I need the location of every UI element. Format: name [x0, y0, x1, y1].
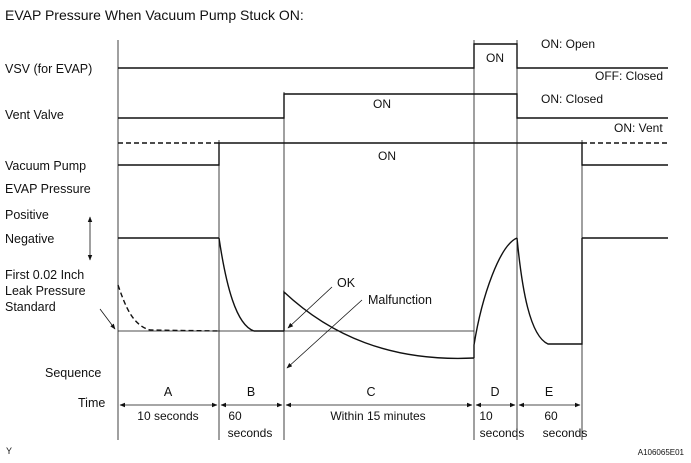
pump-on-label: ON	[378, 149, 396, 163]
vsv-label: VSV (for EVAP)	[5, 62, 92, 76]
vsv-signal	[118, 43, 668, 69]
leak-standard-label-line3: Standard	[5, 300, 56, 314]
leak-standard-label-line1: First 0.02 Inch	[5, 268, 84, 282]
footer-left-mark: Y	[6, 446, 12, 456]
time-e-line2: seconds	[543, 426, 588, 440]
vent-on-label: ON	[373, 97, 391, 111]
sequence-b: B	[247, 385, 255, 399]
sequence-d: D	[490, 385, 499, 399]
vsv-on-open-label: ON: Open	[541, 37, 595, 51]
time-label: Time	[78, 396, 105, 410]
vsv-off-closed-label: OFF: Closed	[595, 69, 663, 83]
phase-e-curve	[516, 237, 583, 345]
time-c: Within 15 minutes	[330, 409, 425, 423]
diagram-title: EVAP Pressure When Vacuum Pump Stuck ON:	[5, 7, 304, 23]
time-b-line2: seconds	[228, 426, 273, 440]
sequence-e: E	[545, 385, 553, 399]
leak-standard-pointer	[99, 308, 116, 330]
vent-valve-signal	[118, 93, 668, 119]
phase-d-curve	[473, 237, 518, 358]
malfunction-label: Malfunction	[368, 293, 432, 307]
time-d-line1: 10	[479, 409, 493, 423]
phase-c-curve	[283, 290, 475, 360]
vsv-on-label: ON	[486, 51, 504, 65]
time-d-line2: seconds	[480, 426, 525, 440]
time-b-line1: 60	[228, 409, 242, 423]
negative-label: Negative	[5, 232, 54, 246]
phase-b-curve	[218, 237, 284, 332]
vent-on-closed-label: ON: Closed	[541, 92, 603, 106]
evap-pressure-label: EVAP Pressure	[5, 182, 91, 196]
vacuum-pump-signal	[118, 142, 668, 166]
ok-label: OK	[337, 276, 356, 290]
sequence-c: C	[366, 385, 375, 399]
ok-pointer	[287, 286, 333, 329]
sequence-a: A	[164, 385, 173, 399]
vent-valve-label: Vent Valve	[5, 108, 64, 122]
figure-id: A106065E01	[638, 448, 685, 457]
phase-a-curve	[117, 284, 220, 332]
vacuum-pump-label: Vacuum Pump	[5, 159, 86, 173]
sequence-label: Sequence	[45, 366, 101, 380]
time-e-line1: 60	[544, 409, 558, 423]
positive-label: Positive	[5, 208, 49, 222]
leak-standard-label-line2: Leak Pressure	[5, 284, 86, 298]
time-a: 10 seconds	[137, 409, 198, 423]
vent-on-vent-label: ON: Vent	[614, 121, 663, 135]
malfunction-pointer	[286, 299, 363, 369]
